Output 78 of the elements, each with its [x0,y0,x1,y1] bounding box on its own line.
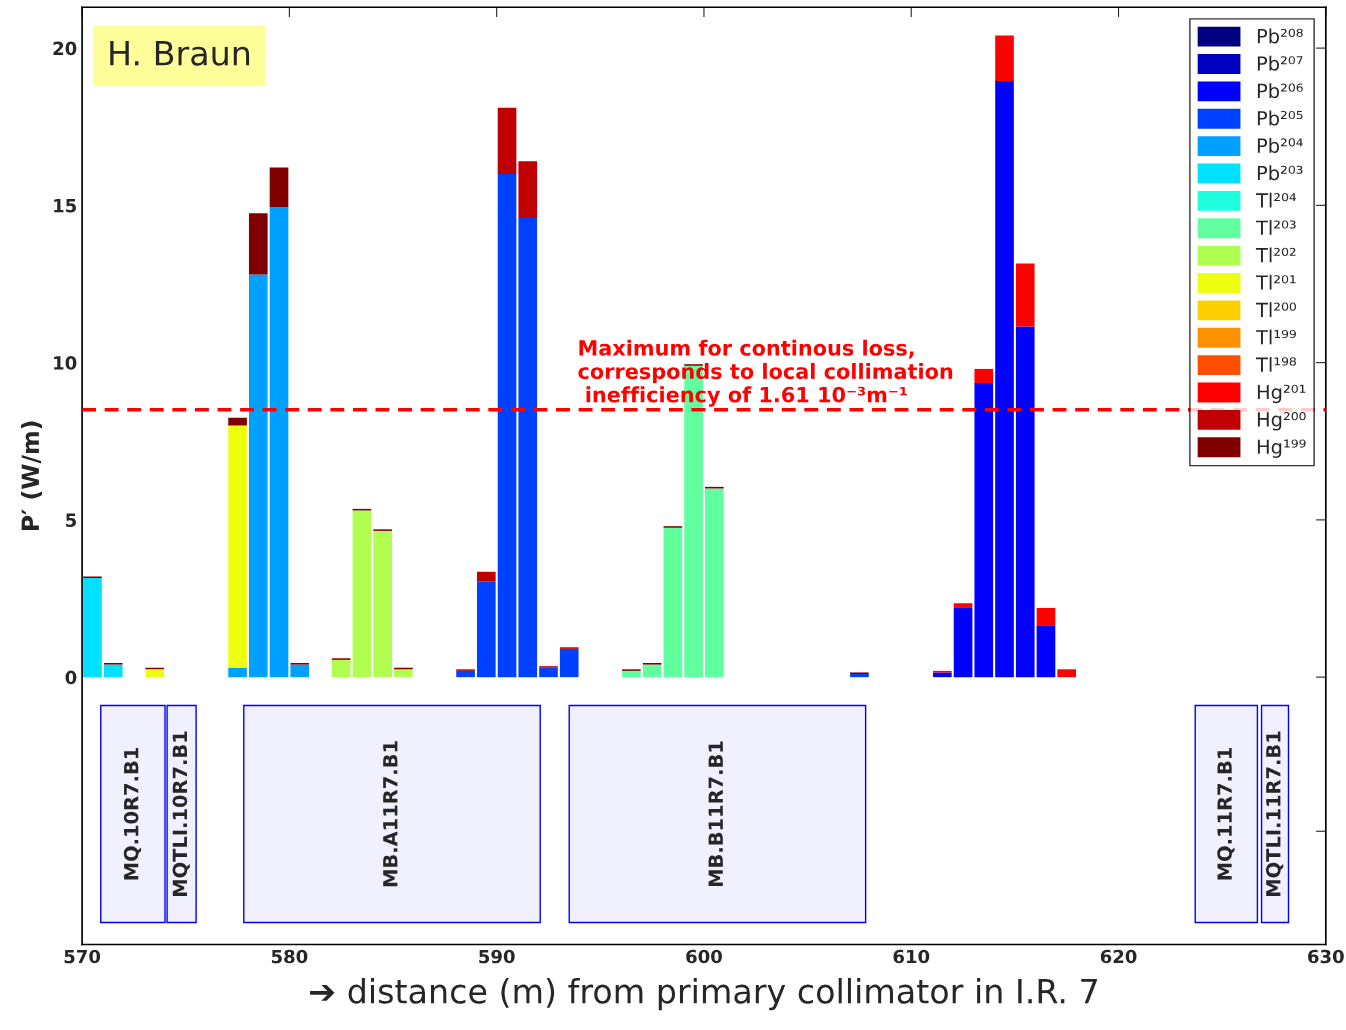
legend-label: Pb²⁰⁵ [1257,110,1303,126]
bar [974,368,994,384]
bar [103,664,123,678]
x-tick-label: 590 [479,949,515,964]
band-label: MQTLI.11R7.B1 [1265,731,1284,896]
bar [518,161,538,218]
bar [933,672,952,678]
bar [518,217,538,678]
bar [83,578,102,678]
bar [476,571,496,582]
legend-label: Hg¹⁹⁹ [1257,439,1306,458]
y-tick-label: 20 [53,41,77,56]
y-tick-label: 15 [54,199,76,213]
bar [995,81,1014,678]
x-tick-label: 600 [686,949,722,964]
legend-label: Tl²⁰⁰ [1255,302,1296,317]
bar [642,664,662,678]
legend-label: Pb²⁰³ [1257,165,1303,181]
bar [995,35,1014,82]
x-tick-label: 580 [271,949,308,964]
bar [953,607,973,678]
band-label: MQ.11R7.B1 [1217,748,1235,880]
band-label: MB.B11R7.B1 [708,741,723,887]
bar [1015,326,1035,678]
x-tick-label: 570 [64,949,101,964]
bar [269,167,289,207]
y-tick-label: 5 [66,513,76,528]
bar [248,213,268,275]
bar [352,510,372,678]
x-axis-title: ➔ distance (m) from primary collimator in I.R. 7 [310,977,1097,1011]
bar [228,667,247,678]
bar [290,664,310,678]
y-axis-title: P′ (W/m) [20,421,42,530]
legend-label: Tl²⁰¹ [1255,274,1296,290]
bar [394,669,413,678]
bar [228,417,247,426]
bar [559,648,579,678]
legend-label: Pb²⁰⁶ [1257,83,1303,99]
bar [1057,669,1077,678]
bar [1015,263,1035,327]
y-tick-label: 0 [65,670,77,685]
bar [622,670,641,678]
bar [331,659,351,678]
band-label: MB.A11R7.B1 [383,741,398,887]
bar [704,488,724,678]
bar [1036,607,1056,626]
band-label: MQ.10R7.B1 [123,748,142,880]
legend-label: Tl²⁰² [1255,247,1296,263]
bar [248,274,268,678]
bar [373,530,392,678]
legend-label: Hg²⁰⁰ [1257,412,1306,431]
legend-label: Tl²⁰⁴ [1255,192,1297,208]
legend-label: Tl¹⁹⁸ [1255,356,1296,372]
y-tick-label: 10 [54,356,77,370]
legend-label: Tl¹⁹⁹ [1255,329,1296,345]
x-tick-label: 620 [1100,949,1137,964]
bar [539,667,558,678]
x-tick-label: 630 [1308,949,1344,964]
bar [1036,625,1056,678]
bar [974,383,994,678]
legend-label: Pb²⁰⁷ [1257,55,1303,71]
bar [850,674,869,678]
bar [497,173,517,678]
annotation: H. Braun [110,41,250,66]
bar [476,581,496,678]
bar [145,669,164,678]
legend-label: Tl²⁰³ [1255,220,1296,235]
bar [269,206,289,678]
legend-label: Hg²⁰¹ [1257,384,1306,404]
bar [456,670,475,678]
legend-label: Pb²⁰⁸ [1257,28,1303,44]
bar [497,107,517,174]
x-tick-label: 610 [893,949,930,964]
legend-label: Pb²⁰⁴ [1257,137,1303,153]
bar [228,425,247,668]
bar [953,603,973,608]
bar [663,527,683,678]
band-label: MQTLI.10R7.B1 [172,731,190,896]
